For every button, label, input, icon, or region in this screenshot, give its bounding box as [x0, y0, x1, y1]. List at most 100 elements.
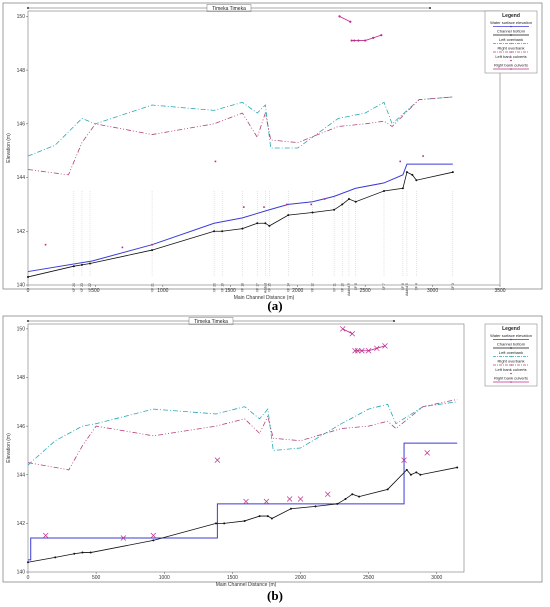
data-point — [243, 519, 246, 522]
culvert-marker — [339, 326, 346, 332]
culvert-marker — [151, 243, 153, 246]
x-tick-label: 2000 — [292, 288, 303, 294]
section-label: XF 10 — [340, 283, 344, 292]
data-point — [386, 488, 389, 491]
culvert-marker — [323, 198, 326, 200]
culvert-marker — [214, 457, 221, 463]
data-point — [336, 502, 339, 505]
section-label: XF 8 — [354, 283, 358, 290]
culvert-marker — [382, 343, 388, 349]
series-right-overbank — [27, 398, 458, 471]
legend-marker — [510, 59, 512, 62]
culvert-marker — [354, 347, 361, 354]
data-point — [270, 517, 273, 520]
culvert-marker — [349, 330, 356, 337]
section-label: Added 5 — [405, 283, 409, 296]
data-point — [80, 263, 83, 266]
culvert-marker — [365, 347, 372, 354]
data-point — [347, 198, 350, 201]
culvert-marker — [263, 206, 265, 208]
x-tick-label: 2500 — [363, 575, 374, 581]
data-point — [415, 179, 418, 182]
y-axis-label: Elevation (m) — [6, 433, 12, 463]
panel-label: (a) — [267, 298, 282, 313]
plot-area — [27, 323, 465, 573]
legend-marker — [510, 381, 512, 383]
legend-title: Legend — [502, 326, 520, 332]
data-point — [333, 208, 336, 211]
series-line — [27, 96, 453, 176]
banner-marker-left — [27, 320, 29, 322]
data-point — [419, 473, 422, 476]
x-tick-label: 500 — [92, 575, 101, 581]
data-point — [54, 556, 57, 559]
data-point — [341, 203, 344, 206]
legend-entry: Left overbank — [499, 37, 523, 42]
series-line — [27, 467, 458, 563]
culvert-marker — [401, 457, 407, 463]
section-label: XF 19 — [220, 283, 224, 292]
y-tick-label: 144 — [17, 472, 26, 478]
legend-marker — [510, 372, 512, 375]
y-tick-label: 148 — [17, 375, 26, 381]
legend-title: Legend — [502, 13, 520, 19]
title-box — [206, 4, 252, 12]
culvert-marker — [359, 347, 365, 354]
culvert-marker — [286, 496, 293, 502]
legend-entry: Channel bottom — [497, 342, 526, 347]
legend-entry: Channel bottom — [497, 29, 526, 34]
y-tick-label: 144 — [17, 175, 26, 181]
panel-frame — [2, 2, 543, 290]
data-point — [351, 493, 354, 496]
section-label: XF 12 — [311, 283, 315, 292]
legend-marker — [510, 355, 512, 358]
culvert-marker — [352, 347, 358, 354]
series-line — [27, 398, 458, 471]
x-tick-label: 0 — [27, 575, 30, 581]
legend-marker — [510, 42, 512, 45]
section-label: XF 11 — [332, 283, 336, 292]
section-label: XF 21 — [150, 283, 154, 292]
series-left-overbank — [27, 401, 458, 466]
legend-marker — [510, 364, 512, 366]
culvert-marker — [310, 203, 312, 206]
series-right-overbank — [27, 96, 453, 176]
plot-area — [27, 10, 501, 286]
legend-entry: Left bank culverts — [495, 367, 526, 372]
data-point — [258, 515, 261, 518]
data-point — [73, 552, 76, 555]
y-tick-label: 142 — [17, 521, 26, 527]
panel-frame — [2, 315, 543, 583]
culvert-marker — [424, 450, 430, 456]
data-point — [221, 230, 224, 233]
data-point — [383, 189, 386, 192]
legend-entry: Right bank culverts — [494, 63, 528, 68]
culvert-marker — [297, 496, 304, 502]
y-axis-label: Elevation (m) — [6, 133, 12, 163]
data-point — [451, 171, 454, 174]
data-point — [405, 468, 408, 471]
x-tick-label: 500 — [91, 288, 100, 294]
section-label: Added 9 — [347, 283, 351, 296]
data-point — [311, 211, 314, 214]
data-point — [241, 227, 244, 230]
section-label: XF 20 — [212, 283, 216, 292]
section-label: XF 17 — [255, 283, 259, 292]
legend-marker — [510, 338, 512, 341]
legend-entry: Left bank culverts — [495, 54, 526, 59]
culvert-marker — [364, 39, 367, 42]
series-water-surface-elevation — [27, 163, 453, 273]
legend-marker — [510, 34, 512, 36]
data-point — [81, 551, 84, 554]
x-axis-label: Main Channel Distance (m) — [216, 582, 277, 588]
data-point — [89, 551, 92, 554]
section-label: XF 18 — [241, 283, 245, 292]
y-tick-label: 146 — [17, 424, 26, 430]
y-tick-label: 142 — [17, 229, 26, 235]
series-left-overbank — [27, 96, 453, 157]
culvert-line — [342, 328, 353, 335]
data-point — [405, 171, 408, 174]
